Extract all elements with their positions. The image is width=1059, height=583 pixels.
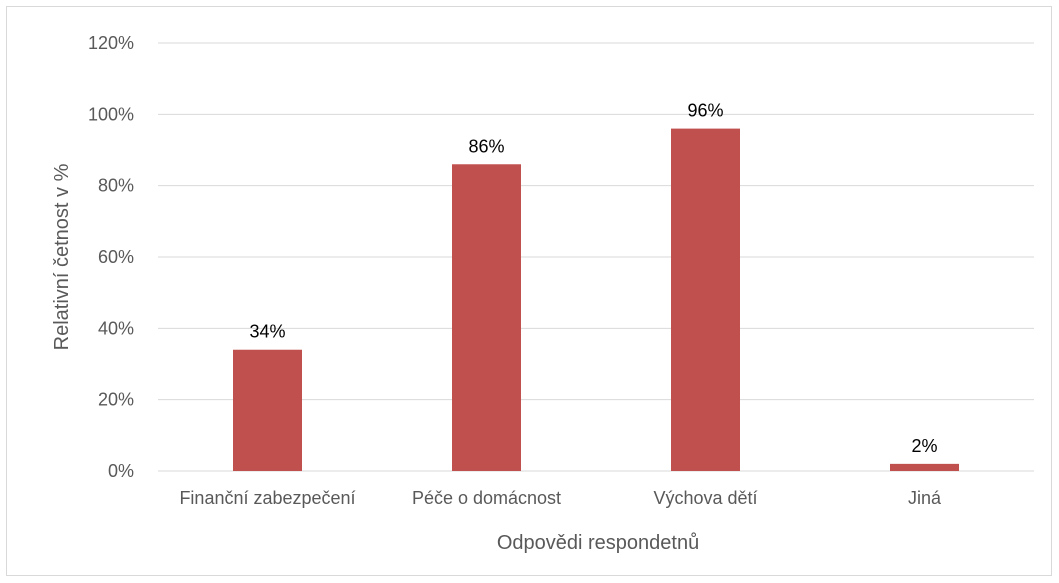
x-axis-title: Odpovědi respondetnů bbox=[497, 532, 699, 554]
y-tick-label: 120% bbox=[88, 33, 134, 53]
data-label: 34% bbox=[249, 322, 285, 342]
gridlines bbox=[158, 42, 1034, 472]
data-label: 86% bbox=[468, 136, 504, 156]
bar bbox=[233, 349, 302, 471]
y-axis-ticks: 0% 20% 40% 60% 80% 100% 120% bbox=[88, 33, 134, 481]
x-tick-label: Péče o domácnost bbox=[412, 488, 561, 508]
bar bbox=[452, 164, 521, 471]
data-label: 2% bbox=[911, 436, 937, 456]
x-tick-label: Jiná bbox=[908, 488, 942, 508]
y-tick-label: 0% bbox=[108, 461, 134, 481]
y-tick-label: 40% bbox=[98, 318, 134, 338]
x-tick-label: Finanční zabezpečení bbox=[179, 488, 355, 508]
bars bbox=[233, 128, 959, 471]
data-label: 96% bbox=[687, 101, 723, 121]
y-tick-label: 80% bbox=[98, 176, 134, 196]
bar bbox=[671, 128, 740, 471]
x-tick-label: Výchova dětí bbox=[653, 488, 757, 508]
data-labels: 34% 86% 96% 2% bbox=[249, 101, 937, 456]
bar bbox=[890, 463, 959, 471]
chart-frame bbox=[6, 6, 1052, 576]
y-tick-label: 100% bbox=[88, 104, 134, 124]
y-axis-title: Relativní četnost v % bbox=[51, 163, 73, 350]
y-tick-label: 20% bbox=[98, 390, 134, 410]
y-tick-label: 60% bbox=[98, 247, 134, 267]
x-axis-ticks: Finanční zabezpečení Péče o domácnost Vých… bbox=[179, 488, 942, 508]
